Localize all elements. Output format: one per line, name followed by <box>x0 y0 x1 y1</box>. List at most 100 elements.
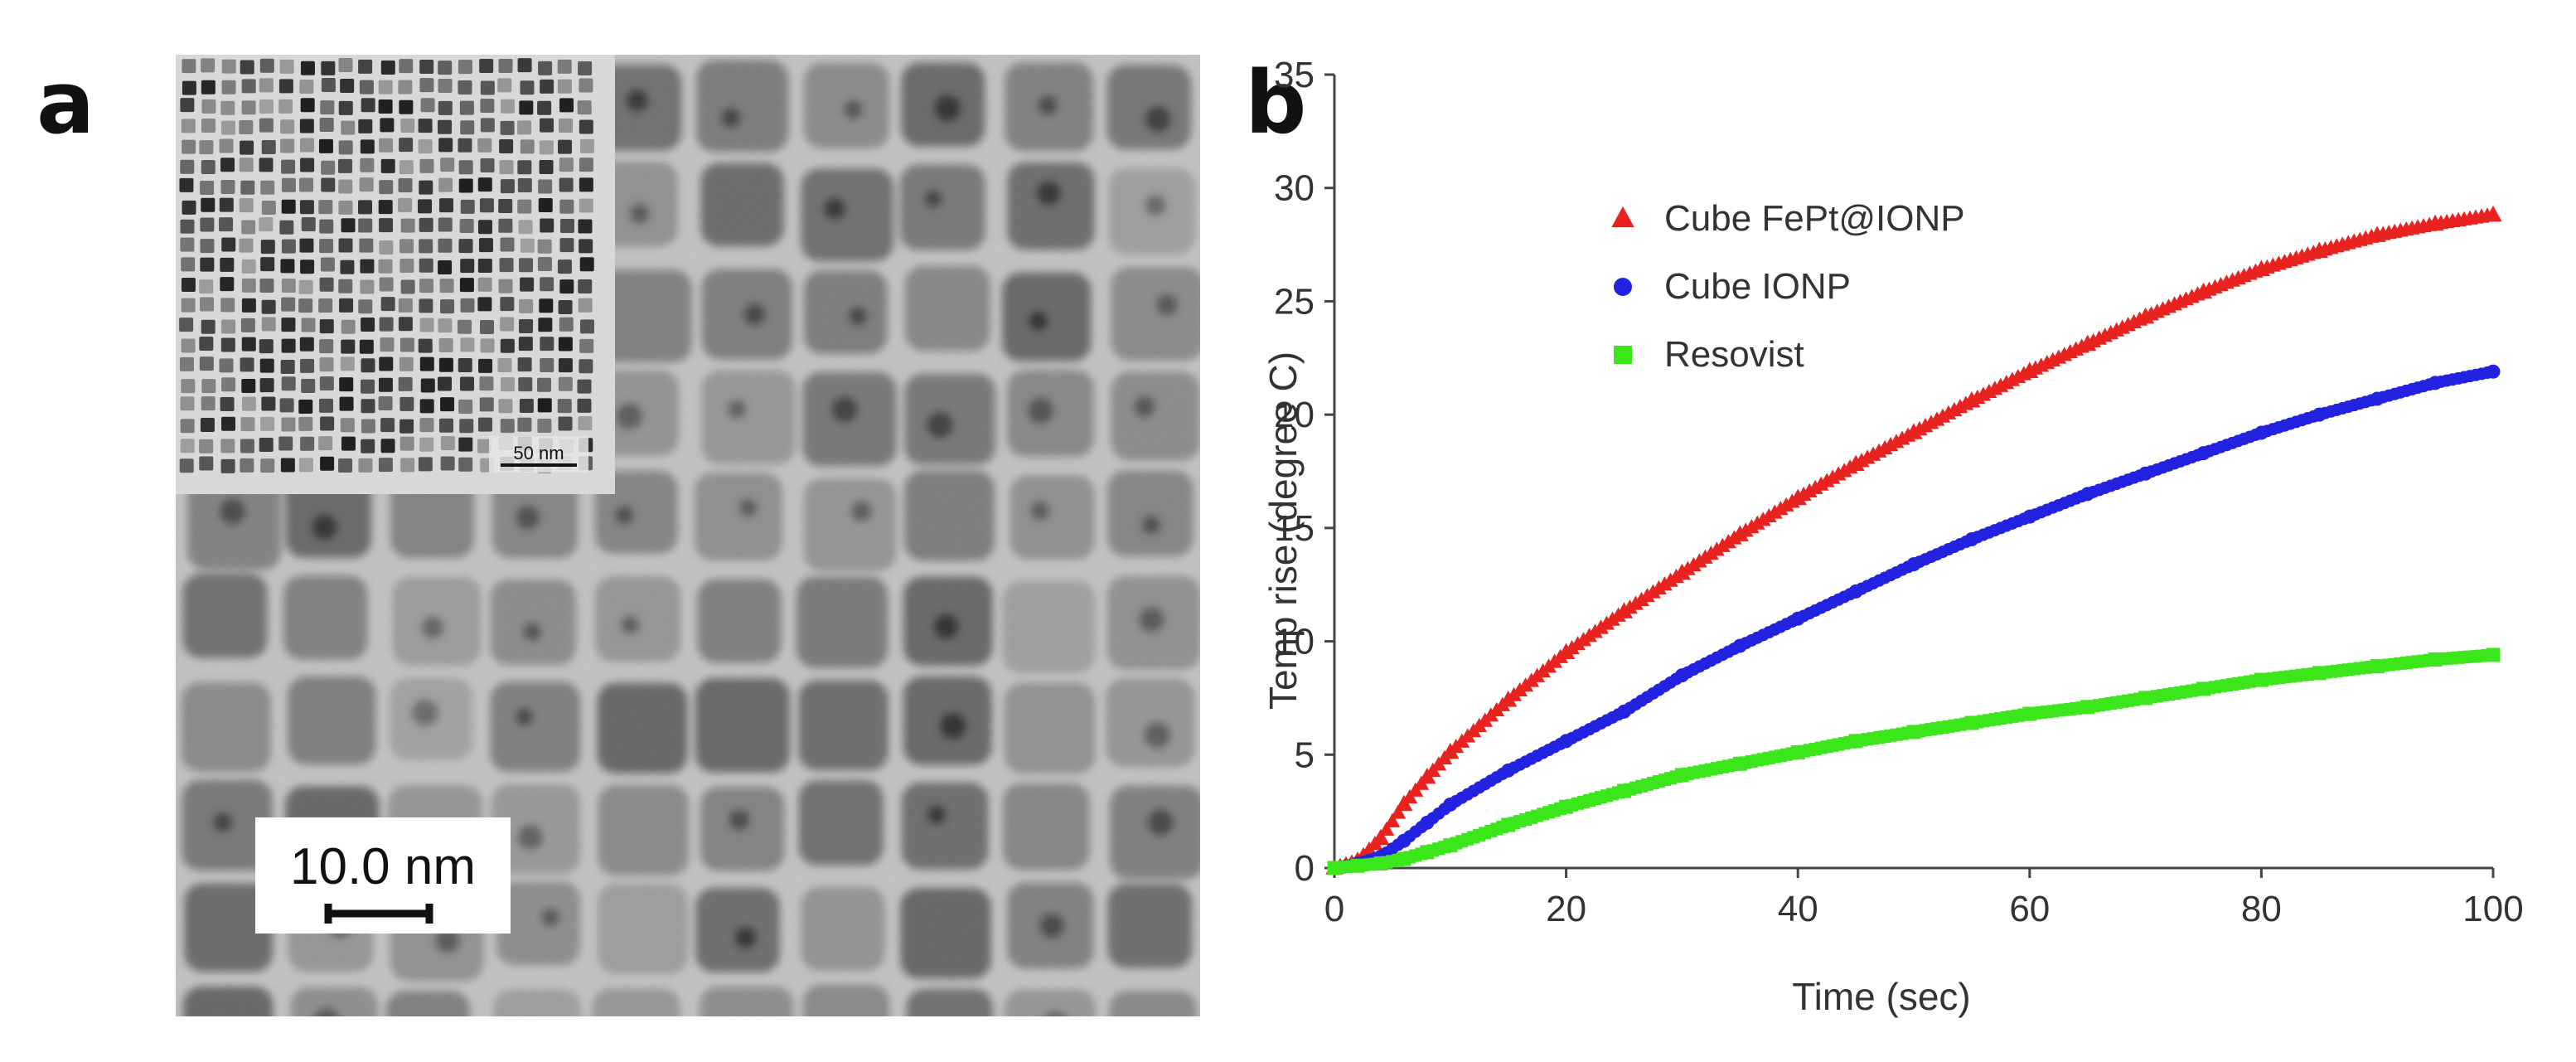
inset-nanocube <box>180 237 195 252</box>
inset-nanocube <box>479 58 494 73</box>
nanocube <box>592 988 680 1016</box>
inset-nanocube <box>219 138 234 153</box>
nanocube <box>906 988 993 1016</box>
fept-core <box>728 808 751 832</box>
inset-nanocube <box>241 220 256 235</box>
inset-nanocube <box>418 119 433 133</box>
inset-nanocube <box>221 416 236 431</box>
data-point <box>1443 797 1458 812</box>
inset-nanocube <box>338 58 353 73</box>
inset-nanocube <box>559 317 574 332</box>
inset-nanocube <box>281 239 296 254</box>
inset-nanocube <box>319 376 334 391</box>
y-tick-label: 0 <box>1295 848 1315 889</box>
inset-nanocube <box>259 378 274 393</box>
inset-nanocube <box>359 80 374 95</box>
data-point <box>2138 691 2153 706</box>
data-point <box>2484 205 2502 222</box>
data-point <box>2080 487 2095 502</box>
inset-nanocube <box>321 177 336 192</box>
inset-nanocube <box>221 237 236 252</box>
inset-nanocube <box>278 79 293 94</box>
data-point <box>1964 532 1979 547</box>
inset-nanocube <box>260 180 275 195</box>
series-square <box>1327 647 2501 875</box>
inset-nanocube <box>181 119 196 133</box>
inset-nanocube <box>477 277 492 292</box>
inset-nanocube <box>517 120 532 135</box>
nanocube <box>181 681 271 772</box>
inset-nanocube <box>240 60 254 75</box>
inset-nanocube <box>400 118 415 133</box>
nanocube <box>696 60 789 153</box>
inset-nanocube <box>379 356 394 371</box>
inset-nanocube <box>201 379 216 394</box>
nanocube <box>390 474 474 559</box>
inset-nanocube <box>579 119 593 134</box>
inset-nanocube <box>300 61 315 75</box>
inset-nanocube <box>418 199 433 214</box>
inset-nanocube <box>419 78 434 93</box>
inset-nanocube <box>519 258 534 273</box>
data-point <box>1906 725 1921 740</box>
inset-nanocube <box>341 436 356 451</box>
inset-nanocube <box>458 160 473 175</box>
inset-nanocube <box>500 317 515 332</box>
inset-nanocube <box>520 80 535 95</box>
inset-nanocube <box>400 218 415 233</box>
inset-nanocube <box>419 399 434 414</box>
fept-core <box>219 497 247 526</box>
nanocube <box>492 989 581 1016</box>
inset-nanocube <box>399 396 414 411</box>
inset-nanocube <box>200 257 215 272</box>
inset-nanocube <box>438 338 453 353</box>
data-point <box>1373 856 1388 871</box>
inset-nanocube <box>361 399 375 414</box>
inset-nanocube <box>379 317 394 332</box>
scale-bar-label: 10.0 nm <box>290 838 476 895</box>
legend-marker <box>1611 206 1634 228</box>
inset-nanocube <box>220 100 235 115</box>
inset-nanocube <box>438 100 453 115</box>
inset-nanocube <box>220 120 235 135</box>
inset-nanocube <box>559 119 574 133</box>
inset-nanocube <box>358 299 373 314</box>
inset-nanocube <box>361 318 375 332</box>
data-point <box>2136 307 2155 324</box>
data-point <box>1501 763 1516 778</box>
inset-nanocube <box>419 437 434 452</box>
inset-nanocube <box>577 100 592 115</box>
inset-nanocube <box>419 59 434 74</box>
x-tick-label: 80 <box>2241 889 2282 929</box>
inset-nanocube <box>279 220 294 235</box>
inset-nanocube <box>261 396 276 411</box>
inset-nanocube <box>318 138 333 153</box>
inset-nanocube <box>181 257 196 272</box>
inset-nanocube <box>220 158 235 172</box>
data-point <box>1673 563 1692 580</box>
inset-nanocube <box>259 58 274 73</box>
legend-label: Cube FePt@IONP <box>1664 198 1965 239</box>
inset-nanocube <box>261 200 276 215</box>
inset-nanocube <box>241 100 256 115</box>
inset-nanocube <box>438 318 453 333</box>
inset-nanocube <box>579 78 593 93</box>
inset-nanocube <box>318 200 333 215</box>
inset-nanocube <box>577 379 592 394</box>
nanocube <box>797 576 889 668</box>
data-point-dense <box>1390 804 1407 819</box>
inset-nanocube <box>301 378 316 393</box>
inset-nanocube <box>519 100 534 115</box>
fept-core <box>540 908 560 927</box>
nanocube <box>802 984 890 1016</box>
inset-nanocube <box>458 178 473 193</box>
inset-nanocube <box>280 138 295 153</box>
nanocube <box>1004 989 1096 1016</box>
inset-nanocube <box>380 158 395 173</box>
inset-nanocube <box>300 259 315 274</box>
inset-nanocube <box>200 418 215 433</box>
inset-nanocube <box>201 119 215 133</box>
inset-nanocube <box>538 61 553 75</box>
inset-nanocube <box>338 458 353 473</box>
inset-nanocube <box>517 160 532 175</box>
